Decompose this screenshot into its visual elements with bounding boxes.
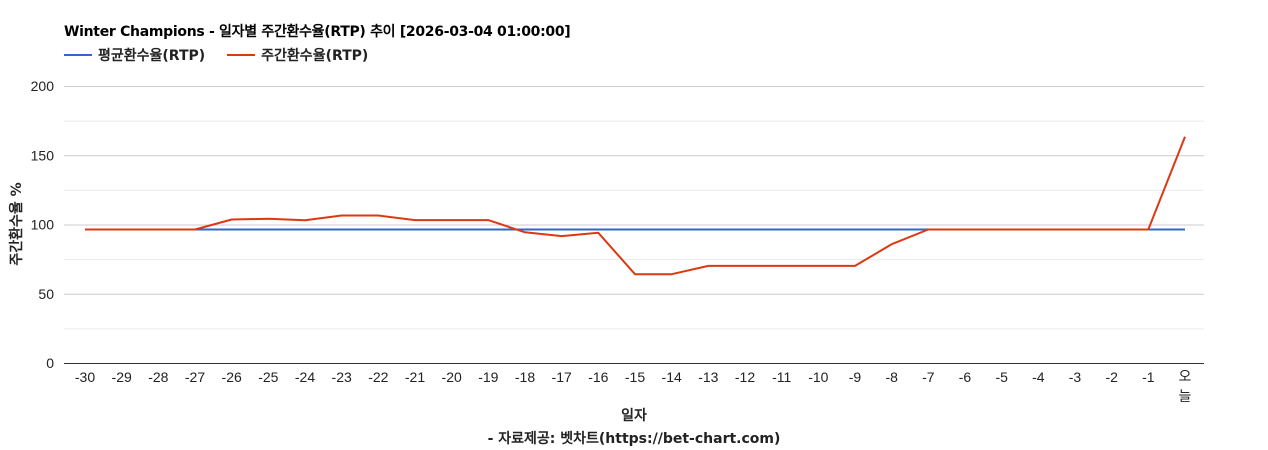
legend-label: 주간환수율(RTP) — [261, 48, 369, 64]
x-tick-label: -6 — [959, 369, 972, 385]
x-tick-label: -5 — [995, 369, 1008, 385]
x-tick-label: -21 — [405, 369, 425, 385]
y-tick-label: 200 — [31, 78, 55, 94]
x-tick-label: -9 — [849, 369, 862, 385]
x-tick-label: -12 — [735, 369, 755, 385]
series-line-weekly-rtp — [85, 136, 1186, 276]
x-tick-label: -18 — [515, 369, 535, 385]
legend-swatch-blue-icon — [64, 54, 92, 56]
x-tick-label: -14 — [662, 369, 682, 385]
legend-item-weekly-rtp[interactable]: 주간환수율(RTP) — [227, 45, 368, 65]
x-tick-label: -22 — [368, 369, 388, 385]
x-tick-label: -29 — [112, 369, 132, 385]
x-tick-label: -4 — [1032, 369, 1045, 385]
legend-swatch-red-icon — [227, 54, 256, 56]
x-tick-label: -19 — [478, 369, 498, 385]
legend: 평균환수율(RTP) 주간환수율(RTP) — [64, 46, 386, 64]
x-tick-label: -17 — [552, 369, 572, 385]
y-tick-label: 100 — [31, 217, 55, 233]
x-tick-label: -3 — [1069, 369, 1082, 385]
x-tick-label: -28 — [148, 369, 168, 385]
legend-label: 평균환수율(RTP) — [98, 48, 206, 64]
x-tick-label: -16 — [588, 369, 608, 385]
x-tick-label: 오 — [1179, 369, 1192, 385]
x-tick-label: -7 — [922, 369, 935, 385]
y-tick-label: 50 — [38, 286, 54, 302]
y-tick-label: 0 — [46, 355, 54, 371]
x-tick-label: -24 — [295, 369, 315, 385]
x-tick-label: -25 — [258, 369, 278, 385]
legend-item-average-rtp[interactable]: 평균환수율(RTP) — [64, 45, 205, 65]
x-tick-label: -20 — [442, 369, 462, 385]
x-tick-label: -13 — [698, 369, 718, 385]
x-tick-label: -10 — [808, 369, 828, 385]
x-tick-label: -23 — [332, 369, 352, 385]
x-tick-label: -2 — [1105, 369, 1118, 385]
x-tick-label: -26 — [222, 369, 242, 385]
x-tick-label: -11 — [772, 369, 791, 385]
x-tick-label: -8 — [885, 369, 898, 385]
y-tick-label: 150 — [31, 147, 55, 163]
x-tick-label: 늘 — [1179, 389, 1192, 405]
x-axis-title: 일자 — [621, 408, 647, 424]
chart-title: Winter Champions - 일자별 주간환수율(RTP) 추이 [20… — [64, 24, 571, 40]
source-credit: - 자료제공: 벳차트(https://bet-chart.com) — [487, 431, 781, 447]
x-tick-label: -27 — [185, 369, 205, 385]
x-tick-label: -30 — [75, 369, 95, 385]
x-tick-label: -15 — [625, 369, 645, 385]
x-tick-label: -1 — [1142, 369, 1155, 385]
